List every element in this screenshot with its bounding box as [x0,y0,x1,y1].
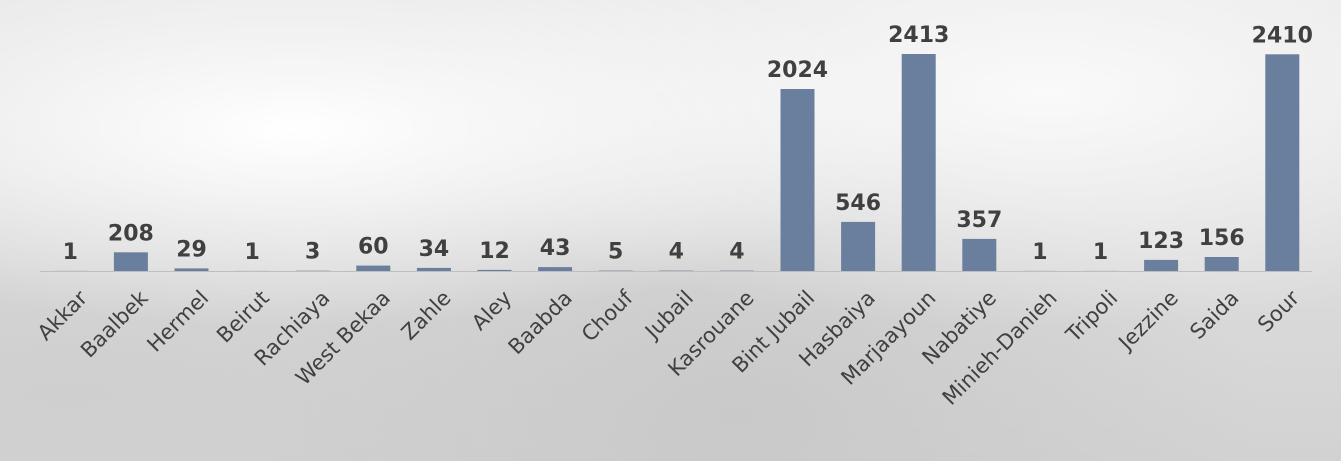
bars-group [53,54,1300,271]
data-label: 357 [956,208,1002,233]
bar [901,54,936,271]
data-labels-group: 1 208 29 1 3 60 34 12 43 5 4 4 2024 546 2413 357 1 1 123 15… [63,23,1313,265]
category-label: Hermel [142,286,213,357]
bar [1204,257,1239,271]
data-label: 12 [479,239,510,264]
bar [356,265,391,271]
data-label: 546 [835,191,881,216]
data-label: 1 [244,240,259,265]
category-label: Chouf [577,285,638,346]
category-label: Baalbek [76,285,153,362]
category-label: Jubail [639,286,698,345]
category-label: Aley [467,286,516,335]
data-label: 60 [358,235,389,260]
category-label: Jezzine [1113,286,1183,356]
category-label: Akkar [33,286,93,346]
data-label: 2024 [767,58,828,83]
data-label: 2413 [888,23,949,48]
category-label: Baabda [504,286,577,359]
data-label: 5 [608,240,623,265]
category-label: Saida [1185,286,1243,344]
bar [174,268,209,271]
category-label: Minieh-Danieh [938,286,1062,410]
data-label: 156 [1199,226,1245,251]
category-label: Sour [1253,286,1304,337]
data-label: 1 [1032,240,1047,265]
bar [1265,54,1300,271]
data-label: 43 [540,236,571,261]
bar [416,267,451,271]
data-label: 2410 [1252,23,1313,48]
category-label: Tripoli [1061,286,1123,348]
data-label: 208 [108,221,154,246]
bar [538,267,573,271]
data-label: 1 [1093,240,1108,265]
bar [780,89,815,271]
bar [841,221,876,271]
bar [962,238,997,271]
bar [1144,259,1179,271]
bar [477,269,512,271]
data-label: 4 [729,240,744,265]
data-label: 29 [176,237,207,262]
bar [113,252,148,271]
data-label: 34 [419,237,450,262]
data-label: 1 [63,240,78,265]
data-label: 3 [305,240,320,265]
category-label: Zahle [397,286,456,345]
data-label: 4 [669,240,684,265]
data-label: 123 [1138,229,1184,254]
